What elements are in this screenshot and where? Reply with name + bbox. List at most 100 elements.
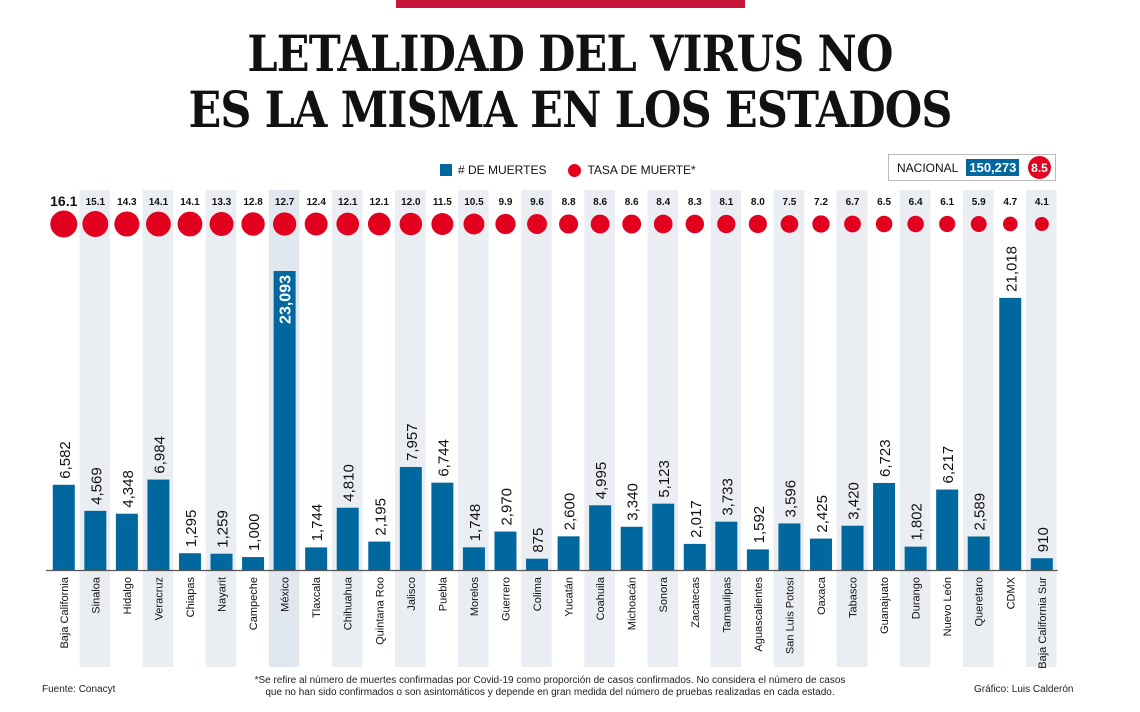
bar-value-label: 2,600 — [562, 493, 579, 531]
bar-value-label: 4,348 — [120, 470, 137, 508]
column-band — [205, 190, 237, 667]
category-label: Guerrero — [500, 577, 512, 621]
bar-value-label: 7,957 — [404, 423, 421, 461]
rate-label: 6.7 — [846, 197, 860, 208]
bar-value-label: 3,733 — [719, 478, 736, 516]
bar-value-label: 6,744 — [435, 439, 452, 477]
footnote-line-2: que no han sido confirmados o son asinto… — [265, 687, 835, 698]
category-label: Campeche — [248, 577, 260, 630]
category-label: Chihuahua — [343, 576, 355, 630]
column-band — [331, 190, 363, 667]
bar-value-label: 1,592 — [751, 506, 768, 544]
rate-dot-15 — [527, 214, 548, 234]
rate-dot-30 — [1002, 216, 1018, 232]
bar-value-label: 4,569 — [88, 467, 105, 505]
column-band — [395, 190, 426, 667]
bar-0 — [52, 484, 75, 570]
rate-dot-6 — [241, 212, 265, 236]
rate-label: 16.1 — [50, 193, 77, 209]
credit-text: Gráfico: Luis Calderón — [974, 684, 1074, 695]
category-label: Guanajuato — [879, 577, 891, 634]
rate-label: 9.9 — [499, 197, 513, 208]
bar-9 — [336, 507, 359, 570]
rate-label: 7.5 — [782, 197, 796, 208]
bar-value-label: 6,984 — [151, 436, 168, 474]
rate-dot-10 — [367, 212, 391, 236]
category-label: Nuevo León — [942, 577, 954, 636]
bar-11 — [399, 466, 422, 570]
category-label: Michoacán — [627, 577, 639, 630]
category-label: Oaxaca — [816, 576, 828, 615]
category-label: Hidalgo — [122, 577, 134, 614]
rate-label: 8.0 — [751, 197, 765, 208]
nacional-label: NACIONAL — [897, 160, 959, 175]
rate-label: 4.7 — [1003, 197, 1017, 208]
rate-label: 14.3 — [117, 197, 137, 208]
category-label: Queretaro — [974, 577, 986, 627]
rate-dot-25 — [844, 215, 861, 233]
rate-dot-20 — [685, 214, 705, 234]
bar-value-label: 4,995 — [593, 462, 610, 500]
bar-14 — [494, 531, 517, 570]
category-label: Veracruz — [153, 577, 165, 620]
column-band — [899, 190, 931, 667]
bar-value-label: 2,970 — [498, 488, 515, 526]
category-label: Coahuila — [595, 576, 607, 620]
column-band — [458, 190, 489, 667]
rate-dot-17 — [590, 214, 610, 234]
column-band — [773, 190, 805, 667]
rate-label: 12.4 — [306, 197, 326, 208]
column-band — [836, 190, 868, 667]
rate-dot-2 — [114, 211, 140, 237]
bar-10 — [368, 541, 391, 570]
title-line-1: LETALIDAD DEL VIRUS NO — [247, 24, 893, 83]
footnote-line-1: *Se refire al número de muertes confirma… — [254, 675, 846, 686]
category-label: Tabasco — [848, 577, 860, 618]
bar-24 — [809, 538, 832, 570]
rate-label: 7.2 — [814, 197, 828, 208]
bar-value-label: 1,000 — [246, 514, 263, 552]
rate-dot-16 — [559, 214, 579, 234]
rate-dot-8 — [304, 212, 328, 236]
legend-bar-swatch — [440, 164, 452, 176]
rate-label: 6.5 — [877, 197, 891, 208]
bar-13 — [462, 547, 485, 570]
rate-dot-21 — [717, 214, 736, 234]
rate-label: 8.3 — [688, 197, 702, 208]
rate-label: 8.1 — [719, 197, 733, 208]
bar-value-label: 1,802 — [909, 503, 926, 541]
bar-value-label: 2,017 — [688, 500, 705, 538]
rate-dot-22 — [748, 214, 767, 234]
category-label: Baja California — [59, 576, 71, 648]
rate-dot-23 — [780, 215, 799, 233]
rate-dot-0 — [50, 210, 78, 238]
category-label: Yucatán — [564, 577, 576, 617]
bar-3 — [147, 479, 170, 570]
bar-value-label: 4,810 — [341, 464, 358, 502]
bar-value-label: 1,259 — [215, 510, 232, 548]
category-label: Chiapas — [185, 577, 197, 618]
category-label: Nayarit — [217, 577, 229, 612]
rate-dot-3 — [146, 211, 171, 237]
rate-label: 11.5 — [433, 197, 452, 208]
bar-value-label: 21,018 — [1003, 246, 1020, 292]
bar-22 — [746, 549, 769, 570]
column-band — [962, 190, 994, 667]
category-label: Morelos — [469, 577, 481, 617]
column-band — [647, 190, 678, 667]
rate-label: 12.7 — [275, 197, 295, 208]
bar-29 — [967, 536, 990, 570]
rate-dot-12 — [431, 212, 454, 236]
column-band — [142, 190, 174, 667]
bar-value-label: 3,420 — [846, 482, 863, 520]
rate-dot-28 — [939, 215, 956, 233]
column-band — [584, 190, 615, 667]
column-band — [521, 190, 552, 667]
bar-value-label: 6,582 — [57, 441, 74, 479]
category-label: Quintana Roo — [374, 577, 386, 645]
column-band — [710, 190, 742, 667]
bar-value-label: 2,195 — [372, 498, 389, 536]
bar-value-label: 910 — [1035, 527, 1052, 552]
bar-25 — [841, 525, 864, 570]
